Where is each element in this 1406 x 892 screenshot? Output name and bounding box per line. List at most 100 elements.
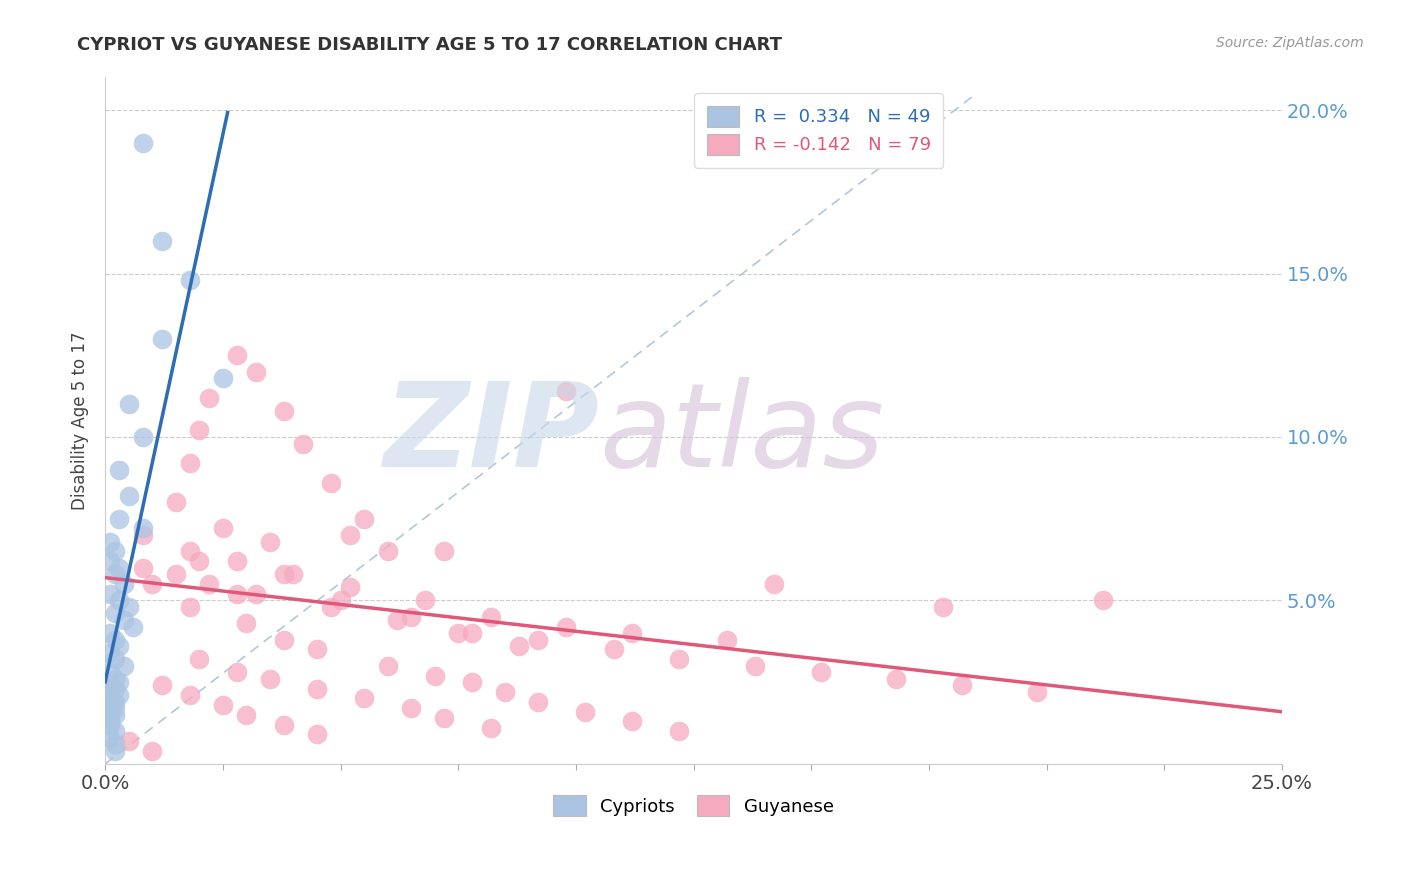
Point: [226, 587, 249, 601]
Point: [179, 456, 201, 470]
Point: [132, 560, 155, 574]
Point: [118, 397, 141, 411]
Point: [527, 632, 550, 647]
Point: [273, 632, 295, 647]
Point: [329, 593, 352, 607]
Point: [668, 724, 690, 739]
Point: [112, 577, 135, 591]
Point: [305, 727, 328, 741]
Point: [179, 688, 201, 702]
Point: [273, 567, 295, 582]
Text: atlas: atlas: [599, 377, 884, 491]
Point: [108, 639, 131, 653]
Point: [141, 744, 163, 758]
Point: [104, 607, 127, 621]
Point: [212, 371, 235, 385]
Point: [150, 234, 173, 248]
Point: [1092, 593, 1115, 607]
Point: [283, 567, 305, 582]
Point: [122, 619, 145, 633]
Point: [226, 554, 249, 568]
Point: [353, 691, 375, 706]
Point: [104, 632, 127, 647]
Point: [494, 685, 516, 699]
Point: [339, 580, 361, 594]
Point: [479, 721, 502, 735]
Point: [273, 717, 295, 731]
Point: [98, 711, 121, 725]
Point: [112, 658, 135, 673]
Point: [141, 577, 163, 591]
Point: [104, 701, 127, 715]
Point: [108, 675, 131, 690]
Point: [226, 348, 249, 362]
Point: [118, 599, 141, 614]
Point: [377, 544, 399, 558]
Point: [98, 717, 121, 731]
Text: ZIP: ZIP: [384, 376, 599, 491]
Point: [245, 365, 267, 379]
Point: [132, 136, 155, 150]
Legend: Cypriots, Guyanese: Cypriots, Guyanese: [547, 789, 841, 823]
Point: [165, 567, 187, 582]
Point: [108, 560, 131, 574]
Point: [810, 665, 832, 680]
Point: [108, 463, 131, 477]
Point: [104, 724, 127, 739]
Point: [98, 731, 121, 745]
Point: [98, 691, 121, 706]
Text: Source: ZipAtlas.com: Source: ZipAtlas.com: [1216, 36, 1364, 50]
Point: [179, 544, 201, 558]
Point: [621, 626, 644, 640]
Point: [716, 632, 738, 647]
Point: [399, 701, 422, 715]
Point: [235, 616, 257, 631]
Point: [98, 587, 121, 601]
Point: [212, 698, 235, 712]
Point: [508, 639, 530, 653]
Point: [744, 658, 766, 673]
Point: [321, 599, 343, 614]
Point: [399, 609, 422, 624]
Point: [527, 695, 550, 709]
Point: [555, 384, 578, 399]
Point: [104, 744, 127, 758]
Point: [353, 511, 375, 525]
Point: [104, 567, 127, 582]
Point: [273, 404, 295, 418]
Point: [104, 707, 127, 722]
Point: [447, 626, 470, 640]
Point: [1026, 685, 1049, 699]
Point: [165, 495, 187, 509]
Point: [884, 672, 907, 686]
Point: [602, 642, 624, 657]
Point: [555, 619, 578, 633]
Point: [423, 668, 446, 682]
Point: [212, 521, 235, 535]
Point: [259, 672, 281, 686]
Point: [188, 554, 211, 568]
Point: [132, 521, 155, 535]
Point: [433, 711, 456, 725]
Point: [377, 658, 399, 673]
Point: [461, 626, 484, 640]
Point: [108, 593, 131, 607]
Point: [179, 599, 201, 614]
Point: [104, 672, 127, 686]
Point: [197, 391, 219, 405]
Point: [98, 665, 121, 680]
Point: [179, 273, 201, 287]
Point: [104, 737, 127, 751]
Point: [385, 613, 408, 627]
Point: [950, 678, 973, 692]
Point: [132, 430, 155, 444]
Y-axis label: Disability Age 5 to 17: Disability Age 5 to 17: [72, 332, 89, 510]
Point: [621, 714, 644, 729]
Point: [433, 544, 456, 558]
Point: [150, 678, 173, 692]
Point: [98, 685, 121, 699]
Point: [98, 554, 121, 568]
Point: [132, 528, 155, 542]
Point: [112, 613, 135, 627]
Point: [98, 626, 121, 640]
